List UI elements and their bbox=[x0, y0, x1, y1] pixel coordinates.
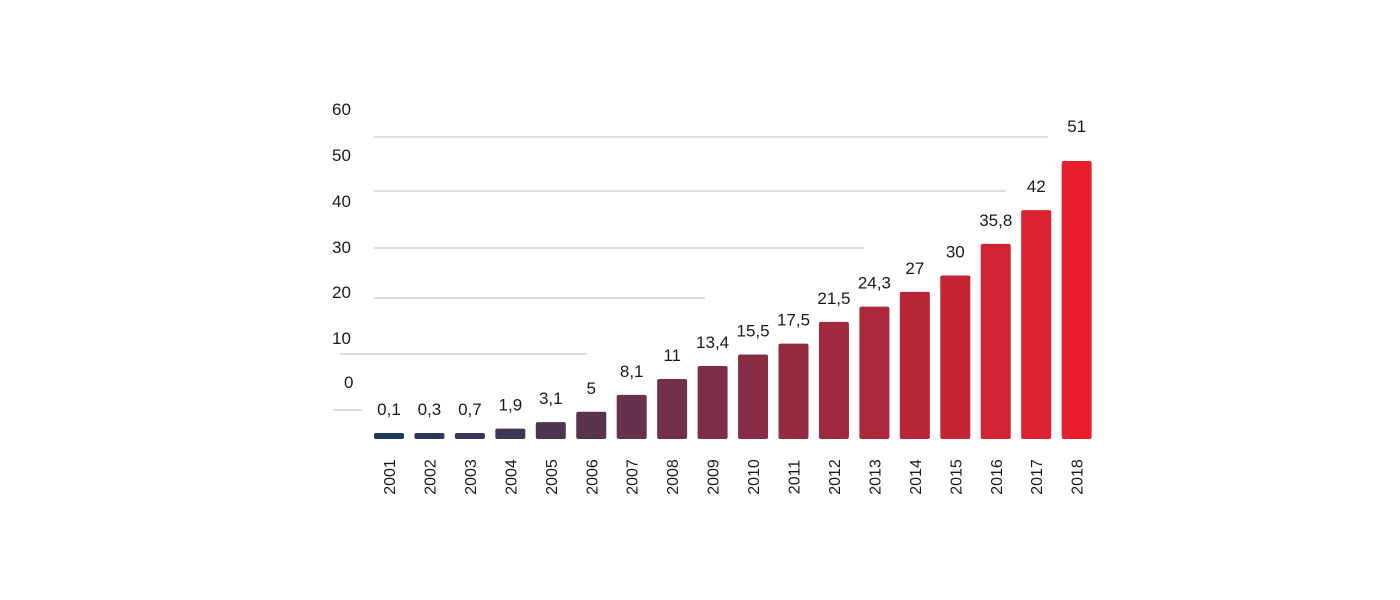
bar-2007 bbox=[616, 394, 647, 439]
x-tick-label-2009: 2009 bbox=[706, 459, 723, 495]
value-label-2011: 17,5 bbox=[777, 311, 810, 330]
bar-2016 bbox=[980, 243, 1011, 439]
value-label-2016: 35,8 bbox=[979, 211, 1012, 230]
value-label-2009: 13,4 bbox=[696, 333, 729, 352]
value-labels: 0,1 0,3 0,7 1,9 3,1 5 8,1 11 13,4 15,5 17,5 21,5 24,… bbox=[377, 117, 1086, 419]
bar-2001 bbox=[374, 433, 404, 439]
gridlines bbox=[333, 136, 1048, 411]
x-tick-label-2012: 2012 bbox=[827, 459, 844, 495]
bar-2002 bbox=[414, 433, 445, 439]
y-tick-label: 60 bbox=[332, 100, 351, 119]
value-label-2018: 51 bbox=[1067, 117, 1086, 136]
y-tick-label: 30 bbox=[332, 238, 351, 257]
x-tick-label-2018: 2018 bbox=[1070, 459, 1087, 495]
bar-2018 bbox=[1061, 161, 1092, 440]
value-label-2013: 24,3 bbox=[858, 274, 891, 293]
bar-2009 bbox=[697, 365, 728, 439]
x-tick-label-2001: 2001 bbox=[382, 459, 399, 495]
bars bbox=[374, 161, 1092, 440]
x-tick-label-2015: 2015 bbox=[948, 459, 965, 495]
x-tick-label-2003: 2003 bbox=[463, 459, 480, 495]
value-label-2008: 11 bbox=[663, 346, 681, 365]
value-label-2012: 21,5 bbox=[817, 289, 850, 308]
value-label-2007: 8,1 bbox=[620, 362, 644, 381]
bar-2015 bbox=[940, 275, 971, 439]
y-tick-label: 20 bbox=[332, 283, 351, 302]
y-axis-ticks: 60 50 40 30 20 10 0 bbox=[332, 100, 353, 392]
bar-2006 bbox=[576, 411, 607, 439]
bar-2013 bbox=[859, 306, 890, 439]
value-label-2015: 30 bbox=[946, 243, 965, 262]
value-label-2004: 1,9 bbox=[499, 396, 523, 415]
x-tick-label-2014: 2014 bbox=[908, 459, 925, 495]
y-tick-label: 0 bbox=[344, 373, 353, 392]
value-label-2006: 5 bbox=[587, 379, 596, 398]
x-tick-label-2004: 2004 bbox=[503, 459, 520, 495]
x-tick-label-2010: 2010 bbox=[746, 459, 763, 495]
bar-2010 bbox=[738, 354, 769, 439]
y-tick-label: 40 bbox=[332, 192, 351, 211]
value-label-2017: 42 bbox=[1027, 177, 1046, 196]
bar-2012 bbox=[818, 321, 849, 439]
bar-2005 bbox=[535, 422, 566, 439]
x-tick-label-2005: 2005 bbox=[544, 459, 561, 495]
bar-2011 bbox=[778, 343, 809, 439]
x-axis-ticks: 2001 2002 2003 2004 2005 2006 2007 2008 2009 2010… bbox=[382, 459, 1087, 495]
y-tick-label: 10 bbox=[332, 329, 351, 348]
bar-2017 bbox=[1021, 210, 1052, 439]
x-tick-label-2008: 2008 bbox=[665, 459, 682, 495]
bar-2014 bbox=[899, 291, 930, 439]
x-tick-label-2006: 2006 bbox=[584, 459, 601, 495]
x-tick-label-2016: 2016 bbox=[989, 459, 1006, 495]
x-tick-label-2002: 2002 bbox=[422, 459, 439, 495]
value-label-2001: 0,1 bbox=[377, 400, 401, 419]
x-tick-label-2017: 2017 bbox=[1029, 459, 1046, 495]
y-tick-label: 50 bbox=[332, 146, 351, 165]
value-label-2003: 0,7 bbox=[458, 400, 482, 419]
x-tick-label-2013: 2013 bbox=[867, 459, 884, 495]
value-label-2002: 0,3 bbox=[418, 400, 442, 419]
value-label-2010: 15,5 bbox=[737, 322, 770, 341]
bar-2008 bbox=[657, 379, 688, 439]
bar-2003 bbox=[454, 433, 485, 439]
value-label-2005: 3,1 bbox=[539, 389, 563, 408]
bar-2004 bbox=[495, 428, 526, 439]
value-label-2014: 27 bbox=[905, 259, 924, 278]
x-tick-label-2011: 2011 bbox=[787, 460, 804, 495]
x-tick-label-2007: 2007 bbox=[625, 459, 642, 495]
